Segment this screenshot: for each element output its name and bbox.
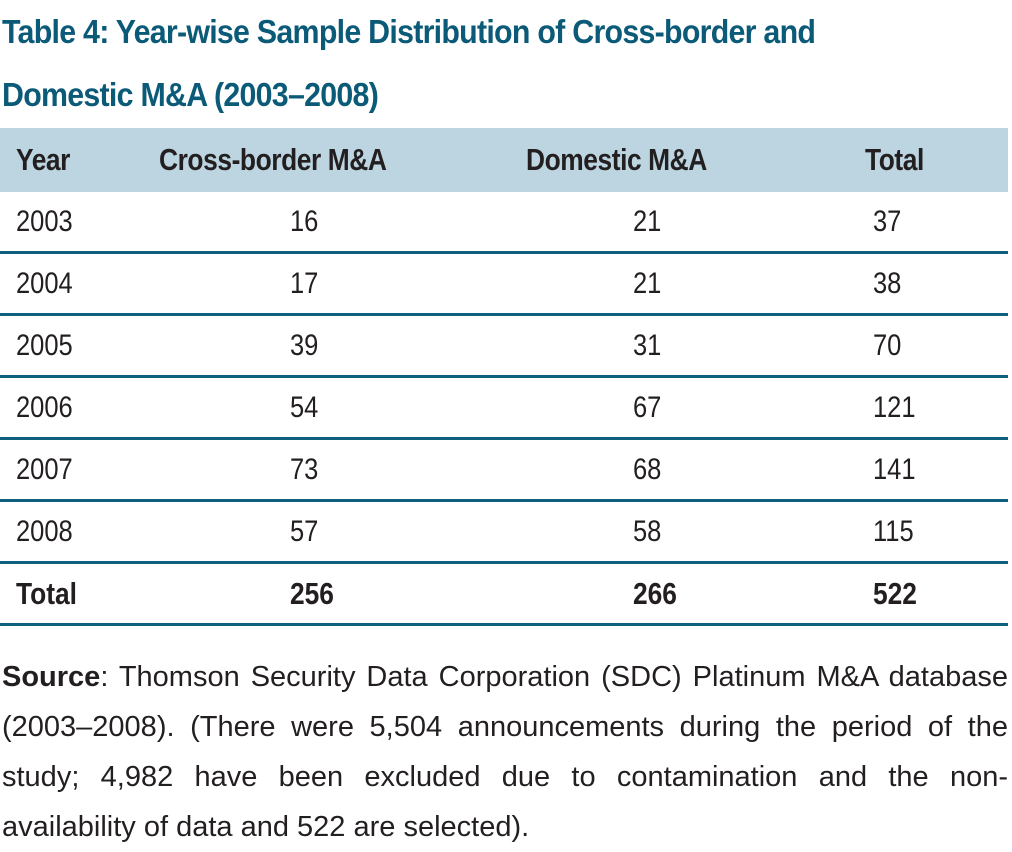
cell-total: 115 xyxy=(873,514,914,548)
source-text: : Thomson Security Data Corporation (SDC… xyxy=(2,661,1008,843)
cell-total-label: Total xyxy=(16,575,77,611)
cell-year: 2005 xyxy=(16,328,73,362)
column-header-year: Year xyxy=(16,142,70,177)
table-row: 2008 57 58 115 xyxy=(0,501,1008,563)
cell-cross-border: 16 xyxy=(290,204,319,238)
table-title: Table 4: Year-wise Sample Distribution o… xyxy=(2,13,816,113)
cell-domestic: 67 xyxy=(633,390,662,424)
cell-total: 70 xyxy=(873,328,902,362)
cell-cross-border: 17 xyxy=(290,266,319,300)
column-header-domestic: Domestic M&A xyxy=(526,142,707,177)
column-header-total: Total xyxy=(865,142,925,177)
source-label: Source xyxy=(2,661,101,693)
cell-domestic: 21 xyxy=(633,266,662,300)
cell-domestic: 68 xyxy=(633,452,662,486)
table-row: 2006 54 67 121 xyxy=(0,377,1008,439)
cell-year: 2004 xyxy=(16,266,73,300)
cell-domestic: 31 xyxy=(633,328,662,362)
cell-year: 2008 xyxy=(16,514,73,548)
cell-cross-border: 54 xyxy=(290,390,319,424)
cell-year: 2006 xyxy=(16,390,73,424)
column-header-cross-border: Cross-border M&A xyxy=(159,142,387,177)
cell-cross-border: 57 xyxy=(290,514,319,548)
table-row: 2005 39 31 70 xyxy=(0,315,1008,377)
table-row: 2004 17 21 38 xyxy=(0,253,1008,315)
cell-total: 38 xyxy=(873,266,902,300)
cell-total: 121 xyxy=(873,390,916,424)
cell-total: 37 xyxy=(873,204,902,238)
cell-year: 2003 xyxy=(16,204,73,238)
cell-domestic: 21 xyxy=(633,204,662,238)
cell-cross-border: 73 xyxy=(290,452,319,486)
cell-year: 2007 xyxy=(16,452,73,486)
table-row: 2007 73 68 141 xyxy=(0,439,1008,501)
cell-domestic: 58 xyxy=(633,514,662,548)
cell-cross-border: 39 xyxy=(290,328,319,362)
cell-grand-total: 522 xyxy=(873,575,918,611)
table-total-row: Total 256 266 522 xyxy=(0,563,1008,625)
table-header-row: Year Cross-border M&A Domestic M&A Total xyxy=(0,128,1008,192)
cell-total: 141 xyxy=(873,452,916,486)
table-row: 2003 16 21 37 xyxy=(0,192,1008,253)
distribution-table: Year Cross-border M&A Domestic M&A Total… xyxy=(0,128,1008,626)
cell-total-cross-border: 256 xyxy=(290,575,335,611)
cell-total-domestic: 266 xyxy=(633,575,678,611)
source-note: Source: Thomson Security Data Corporatio… xyxy=(2,652,1008,852)
